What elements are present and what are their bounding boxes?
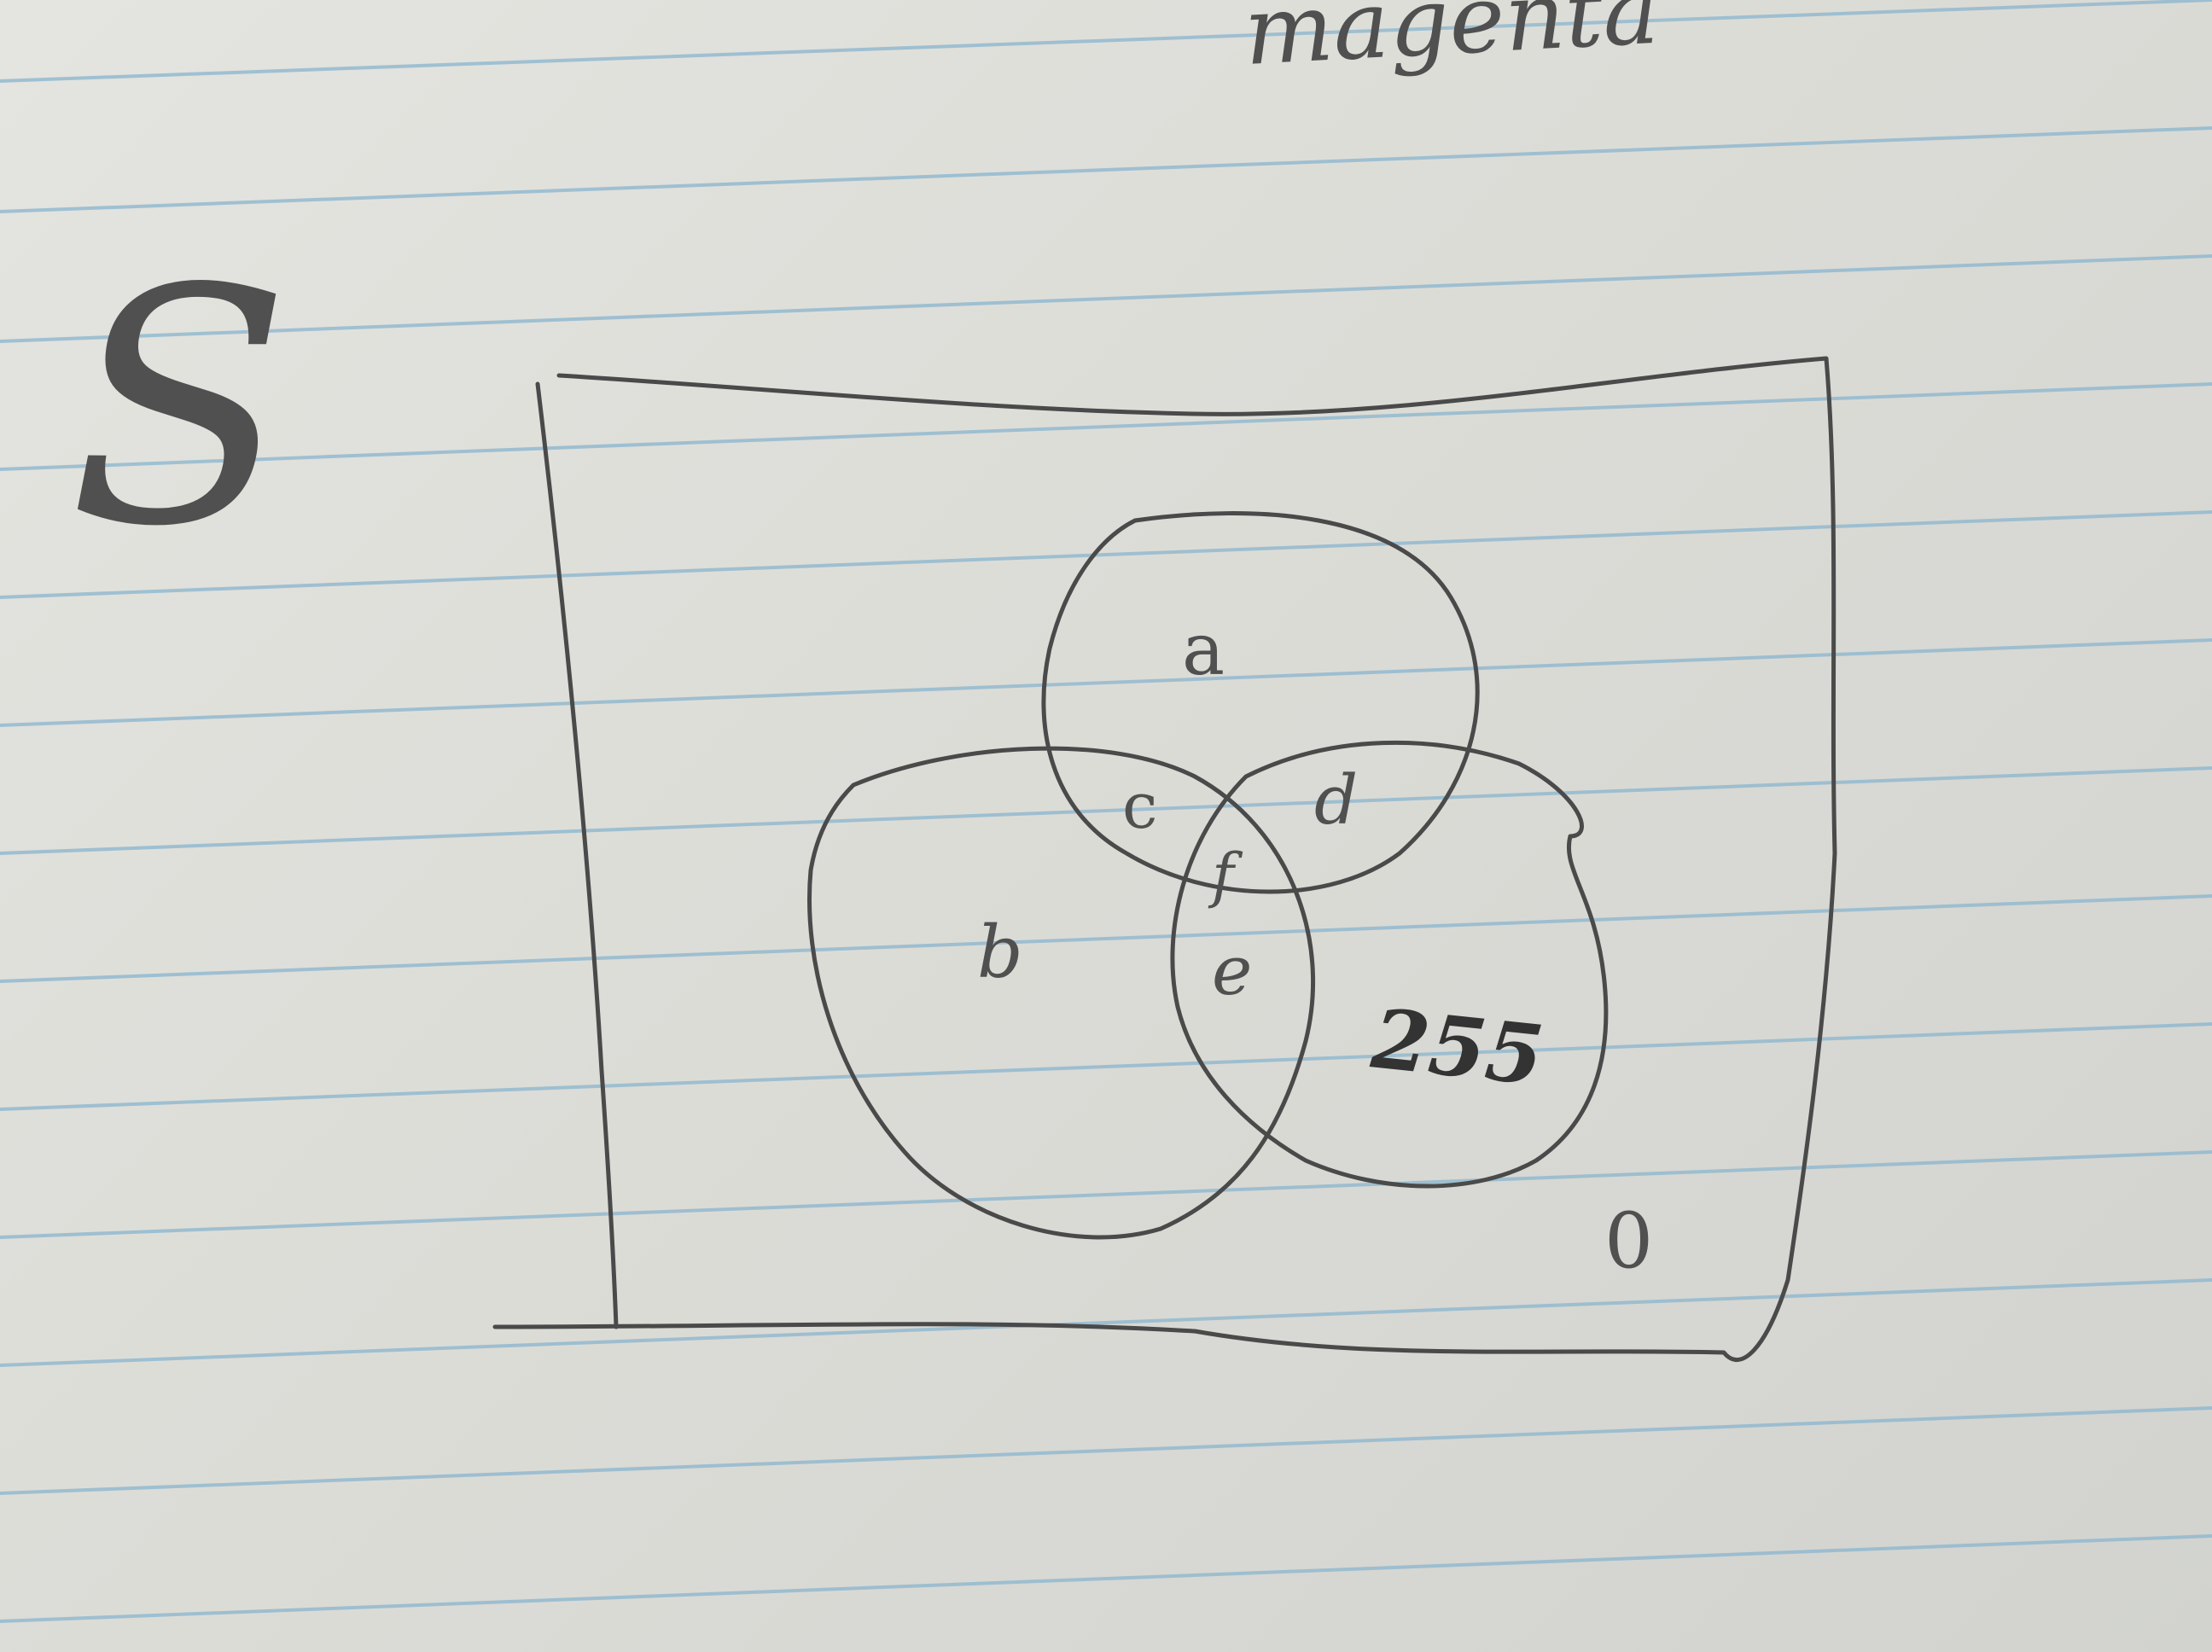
set-label-s: S xyxy=(68,219,290,597)
circle-a xyxy=(1041,511,1480,894)
ruled-line xyxy=(0,1406,2212,1495)
region-f-label: f xyxy=(1208,841,1243,910)
ruled-line xyxy=(0,382,2212,471)
ruled-line xyxy=(0,638,2212,727)
top-word: magenta xyxy=(1242,0,1662,86)
ruled-line xyxy=(0,1278,2212,1367)
ruled-line xyxy=(0,894,2212,983)
outside-region-label: 0 xyxy=(1604,1196,1653,1286)
circle-c xyxy=(1170,740,1609,1189)
region-b-label: b xyxy=(977,910,1023,994)
region-e-label: e xyxy=(1212,931,1252,1010)
ruled-line xyxy=(0,1534,2212,1623)
ruled-line xyxy=(0,1022,2212,1111)
ruled-line xyxy=(0,126,2212,213)
ruled-line xyxy=(0,1150,2212,1239)
region-a-label: a xyxy=(1182,608,1225,691)
ruled-line xyxy=(0,510,2212,599)
universe-box-left-edge xyxy=(535,381,619,1329)
region-d-label: d xyxy=(1314,760,1358,840)
circle-b xyxy=(806,746,1316,1240)
region-third-only-label: 255 xyxy=(1367,990,1548,1103)
universe-box xyxy=(492,356,1837,1363)
ruled-line xyxy=(0,254,2212,343)
ruled-line xyxy=(0,0,2212,83)
ruled-line xyxy=(0,766,2212,855)
region-c-label: c xyxy=(1122,770,1157,843)
